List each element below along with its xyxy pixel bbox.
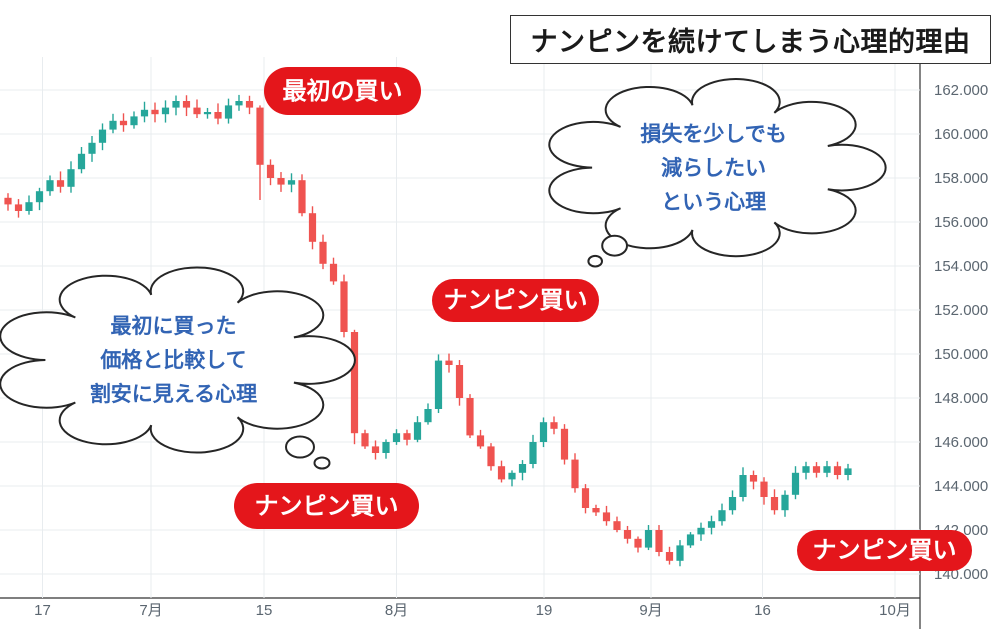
svg-text:15: 15 [256,602,273,619]
svg-text:7月: 7月 [139,602,162,619]
svg-text:152.000: 152.000 [934,302,988,319]
svg-text:10月: 10月 [879,602,911,619]
svg-text:148.000: 148.000 [934,390,988,407]
svg-text:160.000: 160.000 [934,126,988,143]
svg-text:減らしたい: 減らしたい [661,156,766,180]
svg-text:16: 16 [754,602,771,619]
svg-text:ナンピン買い: ナンピン買い [255,493,399,520]
svg-text:最初に買った: 最初に買った [111,314,237,338]
svg-text:ナンピン買い: ナンピン買い [444,287,588,314]
svg-text:最初の買い: 最初の買い [283,78,403,105]
svg-text:8月: 8月 [385,602,408,619]
svg-text:割安に見える心理: 割安に見える心理 [90,382,257,406]
svg-text:146.000: 146.000 [934,434,988,451]
svg-text:150.000: 150.000 [934,346,988,363]
svg-text:17: 17 [34,602,51,619]
svg-text:19: 19 [536,602,553,619]
svg-text:162.000: 162.000 [934,82,988,99]
svg-text:144.000: 144.000 [934,478,988,495]
svg-text:154.000: 154.000 [934,258,988,275]
svg-text:という心理: という心理 [661,191,766,214]
svg-text:156.000: 156.000 [934,214,988,231]
svg-text:損失を少しでも: 損失を少しでも [640,123,786,146]
svg-text:ナンピン買い: ナンピン買い [813,537,957,564]
svg-text:158.000: 158.000 [934,170,988,187]
svg-text:9月: 9月 [639,602,662,619]
svg-text:価格と比較して: 価格と比較して [99,348,246,372]
